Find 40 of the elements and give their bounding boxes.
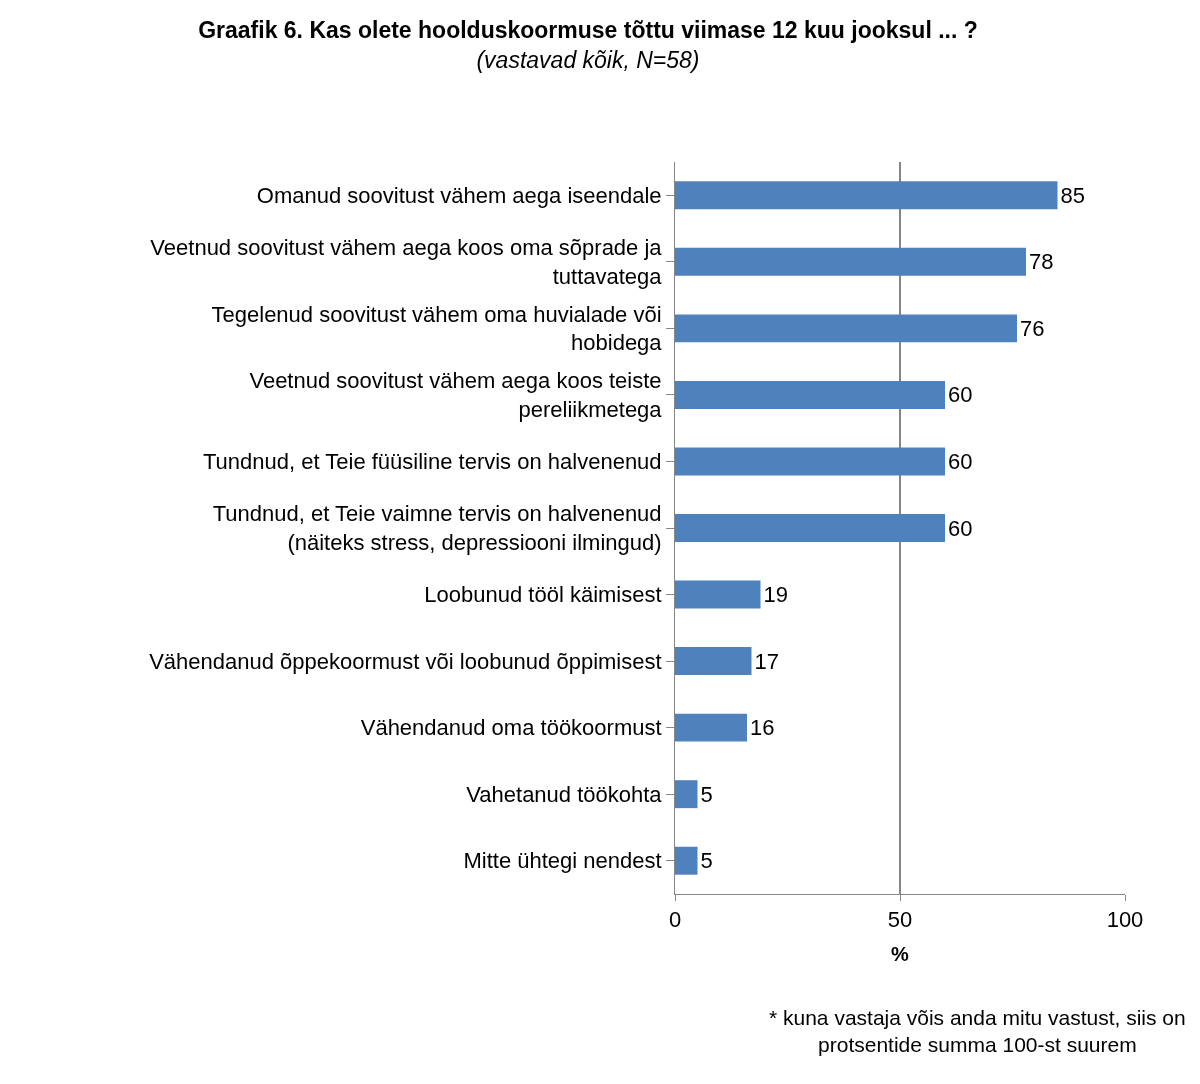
data-label: 85 — [1060, 182, 1085, 208]
data-label: 76 — [1020, 315, 1045, 341]
data-label: 78 — [1029, 249, 1054, 275]
y-tick-label: Omanud soovitust vähem aega iseendale — [256, 182, 662, 208]
data-label: 60 — [948, 448, 973, 474]
y-tick-label: Loobunud tööl käimisest — [424, 582, 662, 608]
y-tick-label: Vähendanud oma töökoormust — [360, 715, 662, 741]
chart-subtitle: (vastavad kõik, N=58) — [476, 46, 700, 73]
y-tick-label: Veetnud soovitust vähem aega koos oma sõprade ja tuttavatega — [150, 235, 663, 289]
y-tick-label: Vähendanud õppekoormust või loobunud õppimisest — [149, 648, 662, 674]
bar — [675, 447, 945, 476]
bar — [675, 514, 945, 542]
y-tick-label: Mitte ühtegi nendest — [463, 848, 662, 874]
data-label: 5 — [700, 781, 713, 807]
bar — [675, 314, 1017, 343]
data-label: 5 — [700, 848, 713, 874]
y-tick-label: Tundnud, et Teie vaimne tervis on halvenenud (näiteks stress, depressiooni ilmingud) — [212, 501, 662, 555]
data-label: 60 — [948, 515, 973, 541]
x-tick-label: 100 — [1106, 907, 1144, 933]
data-label: 16 — [750, 715, 775, 741]
bar — [675, 247, 1026, 276]
y-tick-label: Vahetanud töökohta — [466, 781, 663, 807]
data-label: 19 — [763, 582, 788, 608]
bar — [675, 181, 1058, 210]
x-tick-label: 0 — [668, 907, 682, 933]
data-label: 60 — [948, 382, 973, 408]
bar — [675, 846, 698, 875]
y-tick-label: Tundnud, et Teie füüsiline tervis on halvenenud — [202, 449, 662, 475]
bar — [675, 380, 945, 409]
y-tick-label: Tegelenud soovitust vähem oma huvialade või hobidega — [211, 301, 663, 356]
text: * kuna vastaja võis anda mitu vastust, siis on protsentide summa 100-st suurem — [769, 1006, 1186, 1057]
bar — [675, 780, 698, 809]
x-tick-label: 50 — [887, 907, 913, 933]
y-tick-label: Veetnud soovitust vähem aega koos teiste pereliikmetega — [249, 368, 663, 422]
data-label: 17 — [754, 648, 779, 674]
bar — [675, 580, 761, 609]
x-axis-title: % — [891, 942, 910, 965]
bar — [675, 647, 752, 676]
chart-title: Graafik 6. Kas olete hoolduskoormuse tõttu viimase 12 kuu jooksul ... ? — [198, 16, 978, 43]
bar — [675, 713, 747, 742]
